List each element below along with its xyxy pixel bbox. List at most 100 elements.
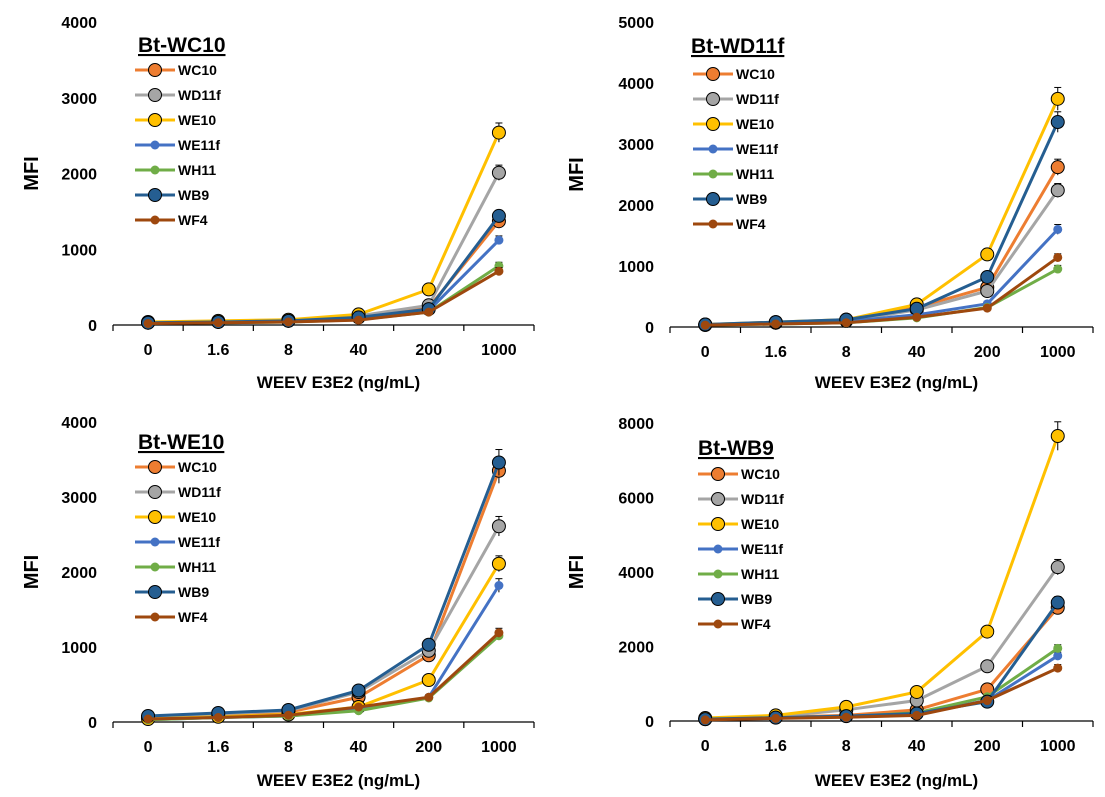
series-line: [148, 269, 500, 325]
data-point: [491, 125, 506, 140]
legend-label: WC10: [178, 459, 217, 475]
legend-swatch-marker: [711, 467, 725, 481]
y-tick-label: 2000: [618, 198, 654, 215]
legend-label: WE11f: [741, 541, 783, 557]
legend-label: WD11f: [178, 484, 221, 500]
legend-label: WB9: [178, 187, 209, 203]
x-tick-label: 0: [144, 739, 153, 756]
data-point: [1053, 651, 1063, 661]
legend-label: WC10: [178, 62, 217, 78]
data-point: [143, 714, 153, 724]
legend-item-wb9: WB9: [693, 191, 767, 207]
series-line: [705, 435, 1060, 720]
data-point: [354, 315, 364, 325]
data-point: [771, 319, 781, 329]
data-point: [283, 317, 293, 327]
data-point: [283, 710, 293, 720]
x-tick-label: 200: [415, 342, 442, 359]
x-tick-label: 200: [974, 344, 1001, 361]
data-point: [421, 637, 436, 652]
legend-swatch-marker: [713, 569, 723, 579]
y-tick-label: 1000: [61, 242, 97, 259]
y-tick-label: 4000: [61, 415, 97, 432]
data-point: [421, 673, 436, 687]
legend-swatch-marker: [711, 592, 725, 606]
x-tick-label: 8: [284, 739, 293, 756]
legend-label: WC10: [741, 466, 780, 482]
data-point: [912, 312, 922, 322]
y-tick-label: 1000: [61, 640, 97, 657]
legend-item-wd11f: WD11f: [693, 91, 779, 107]
x-tick-label: 8: [842, 738, 851, 755]
data-point: [421, 282, 436, 297]
x-tick-label: 1.6: [207, 739, 229, 756]
x-axis-title: WEEV E3E2 (ng/mL): [257, 373, 420, 392]
legend-item-wb9: WB9: [698, 591, 772, 607]
legend-swatch-marker: [150, 612, 160, 622]
legend: WC10 WD11f WE10 WE11f WH11 WB9 WF4: [135, 62, 221, 228]
legend-swatch-marker: [150, 215, 160, 225]
y-tick-label: 3000: [61, 490, 97, 507]
legend-label: WE11f: [178, 137, 220, 153]
data-point: [491, 556, 506, 571]
data-point: [424, 307, 434, 317]
data-point: [494, 235, 504, 245]
legend-swatch-marker: [148, 188, 162, 202]
y-tick-label: 6000: [618, 491, 654, 508]
series-wf4: [143, 266, 504, 328]
legend-label: WF4: [736, 216, 766, 232]
legend-swatch-marker: [148, 585, 162, 599]
x-tick-label: 8: [842, 344, 851, 361]
data-point: [1053, 663, 1063, 673]
series-line: [705, 566, 1059, 721]
legend-label: WE11f: [736, 141, 778, 157]
data-point: [1050, 560, 1065, 575]
legend-item-wf4: WF4: [693, 216, 766, 232]
legend-item-we10: WE10: [693, 116, 774, 132]
legend-item-we10: WE10: [135, 509, 216, 525]
data-point: [143, 318, 153, 328]
legend-swatch-marker: [711, 492, 725, 506]
series-wc10: [141, 214, 506, 330]
x-tick-label: 40: [908, 344, 926, 361]
legend: WC10 WD11f WE10 WE11f WH11 WB9 WF4: [693, 66, 779, 232]
legend-item-wd11f: WD11f: [135, 484, 221, 500]
x-tick-label: 200: [415, 739, 442, 756]
data-point: [491, 165, 506, 180]
legend-label: WE10: [741, 516, 779, 532]
legend-swatch-marker: [713, 544, 723, 554]
legend-label: WD11f: [178, 87, 221, 103]
data-point: [491, 208, 506, 223]
data-point: [1050, 91, 1065, 106]
legend-swatch-marker: [150, 537, 160, 547]
legend-label: WE10: [736, 116, 774, 132]
legend-label: WE10: [178, 112, 216, 128]
legend-label: WH11: [178, 162, 216, 178]
data-point: [700, 320, 710, 330]
x-tick-label: 1.6: [765, 738, 787, 755]
data-point: [494, 581, 504, 590]
legend-swatch-marker: [713, 619, 723, 629]
legend-item-we11f: WE11f: [135, 137, 220, 153]
y-tick-label: 4000: [618, 565, 654, 582]
legend-swatch-marker: [148, 113, 162, 127]
legend-item-wf4: WF4: [135, 212, 208, 228]
legend-item-we11f: WE11f: [693, 141, 778, 157]
legend-swatch-marker: [150, 140, 160, 150]
legend-label: WB9: [178, 584, 209, 600]
data-point: [491, 455, 506, 470]
y-tick-label: 3000: [618, 137, 654, 154]
legend-item-we10: WE10: [698, 516, 779, 532]
legend-swatch-marker: [708, 169, 718, 179]
y-tick-label: 0: [645, 714, 654, 731]
series-line: [705, 666, 1059, 722]
series-wf4: [700, 663, 1063, 725]
data-point: [909, 684, 924, 699]
chart-bt-we10: 0 1000 2000 3000 4000 0 1.6 8 40 200 1000 WEEV E3E2…: [21, 415, 535, 790]
legend-label: WE11f: [178, 534, 220, 550]
legend-label: WD11f: [741, 491, 784, 507]
data-point: [351, 683, 366, 698]
legend-item-wb9: WB9: [135, 584, 209, 600]
legend-swatch-marker: [708, 219, 718, 229]
legend-label: WF4: [178, 609, 208, 625]
